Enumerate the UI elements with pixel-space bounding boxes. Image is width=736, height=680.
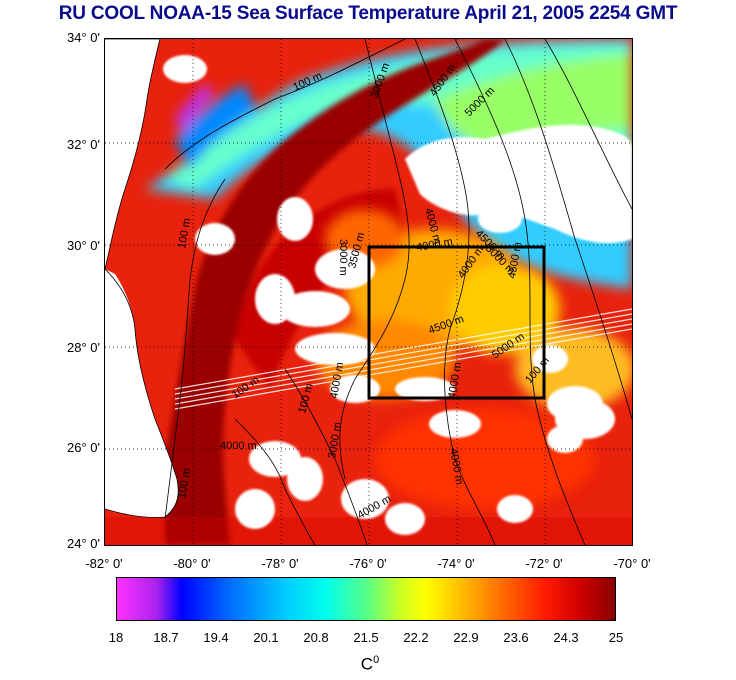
lat-label: 24° 0' [67, 536, 100, 551]
southeast-us-land [105, 39, 160, 269]
lat-label: 30° 0' [67, 238, 100, 253]
lon-label: -72° 0' [525, 556, 563, 571]
lat-label: 32° 0' [67, 137, 100, 152]
colorbar-tick-label: 24.3 [553, 630, 579, 645]
map-title: RU COOL NOAA-15 Sea Surface Temperature … [58, 3, 678, 24]
lon-label: -78° 0' [261, 556, 299, 571]
bathymetry-contours [164, 39, 632, 545]
sst-map: 100 m 3000 m 4500 m 5000 m 4000 m 3000 m… [104, 38, 633, 546]
contour-label: 100 m [176, 217, 193, 249]
colorbar-tick-label: 22.9 [453, 630, 479, 645]
colorbar-tick-label: 18 [108, 630, 124, 645]
colorbar-tick-label: 25 [608, 630, 624, 645]
temperature-colorbar [116, 577, 616, 621]
lon-label: -76° 0' [349, 556, 387, 571]
colorbar-tick-label: 21.5 [353, 630, 379, 645]
lon-label: -70° 0' [613, 556, 651, 571]
colorbar-tick-label: 20.1 [253, 630, 279, 645]
lon-label: -82° 0' [85, 556, 123, 571]
swath-stripes [174, 308, 632, 410]
temperature-unit-label: C0 [340, 654, 400, 675]
cloud-cover [163, 55, 632, 535]
lat-label: 26° 0' [67, 440, 100, 455]
lat-label: 34° 0' [67, 30, 100, 45]
sst-map-canvas: 100 m 3000 m 4500 m 5000 m 4000 m 3000 m… [105, 39, 632, 545]
contour-label: 3000 m [337, 239, 349, 276]
unit-superscript: 0 [373, 654, 380, 666]
contour-label: 4000 m [220, 440, 257, 452]
colorbar-tick-label: 19.4 [203, 630, 229, 645]
study-area-box [367, 245, 546, 400]
contour-label: 100 m [176, 467, 193, 499]
colorbar-tick-label: 18.7 [153, 630, 179, 645]
colorbar-tick-label: 22.2 [403, 630, 429, 645]
colorbar-tick-label: 20.8 [303, 630, 329, 645]
florida-peninsula [105, 269, 179, 518]
unit-letter: C [360, 654, 374, 674]
lon-label: -80° 0' [173, 556, 211, 571]
lat-label: 28° 0' [67, 340, 100, 355]
lon-label: -74° 0' [437, 556, 475, 571]
colorbar-tick-label: 23.6 [503, 630, 529, 645]
